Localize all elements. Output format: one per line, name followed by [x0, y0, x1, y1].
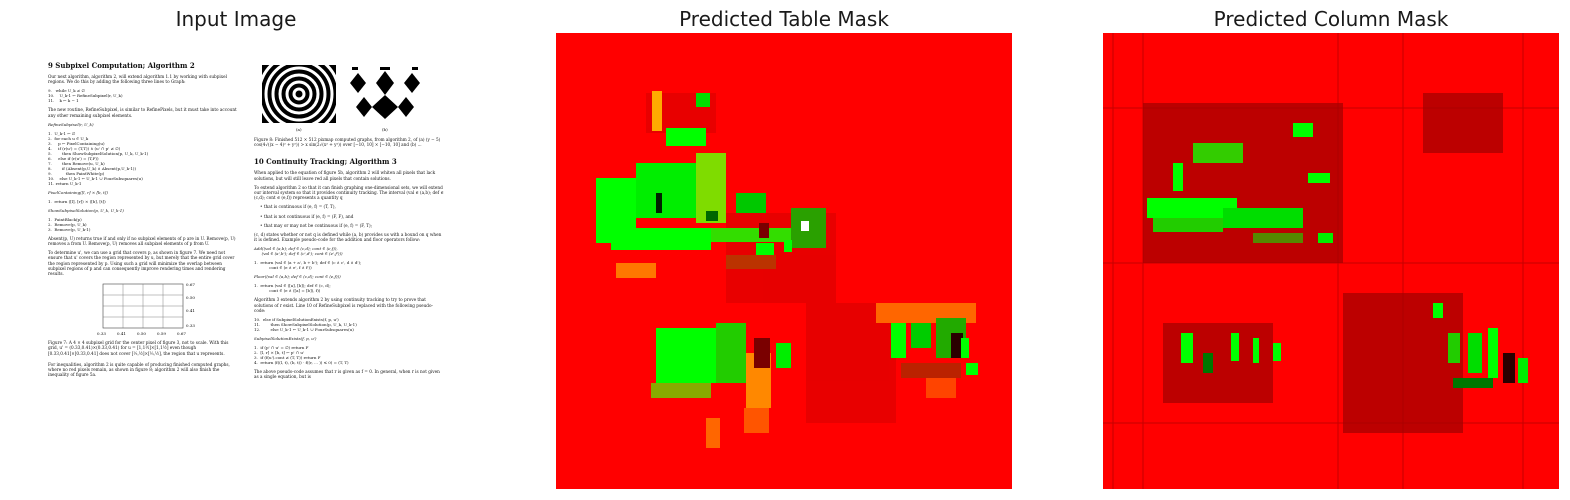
fig7-bottom-tick: 0.67: [177, 331, 186, 336]
section-9-paragraph-5: For inequalities, algorithm 2 is quite c…: [48, 361, 230, 378]
subpixel-solution-exists-header: SubpixelSolutionExists(f, p, u'): [254, 336, 317, 342]
bullet-text: that may or may not be continuous if (e,…: [263, 222, 373, 228]
show-subpixel-code: 1. PaintBlack(p) 2. Remove(p, U_k) 3. Re…: [48, 216, 91, 232]
section-9-code: 9. while U_k ≠ ∅ 10. U_k-1 ← RefineSubpi…: [48, 88, 123, 104]
show-subpixel-header: ShowSubpixelSolution(p, U_k, U_k-1): [48, 207, 124, 213]
figure-8b-label: (b): [382, 127, 388, 132]
fig7-right-tick: 0.67: [186, 282, 195, 287]
section-10-title: 10 Continuity Tracking; Algorithm 3: [254, 157, 397, 167]
refine-subpixel-header: RefineSubpixel(r, U_k): [48, 121, 94, 127]
pixel-containing-header: PixelContaining([l, r] × [b, t]): [48, 189, 108, 195]
fig7-bottom-tick: 0.50: [137, 331, 146, 336]
section-10-paragraph-2: To extend algorithm 2 so that it can fin…: [254, 184, 444, 201]
add-code: 1. return (val ∈ (a + a', b + b'); def ∈…: [254, 260, 362, 271]
bullet-item: • that is continuous if (e, f) = (T, T),: [260, 204, 336, 210]
section-9-intro: Our next algorithm, algorithm 2, will ex…: [48, 74, 227, 85]
table-region-right: [876, 303, 978, 398]
floor-header: Floor((val ∈ (a,b); def ∈ (c,d); cont ∈ …: [254, 274, 341, 280]
figure-8-caption: Figure 8: Finished 512 × 512 pixmap comp…: [254, 137, 441, 148]
left-column: 9 Subpixel Computation; Algorithm 2 Our …: [48, 61, 238, 381]
column-region-right: [1433, 303, 1528, 388]
column-mask-image: [1103, 33, 1559, 489]
section-10-paragraph-1: When applied to the equation of figure 5…: [254, 170, 436, 181]
figure-8-images: (a) (b): [262, 65, 422, 132]
column-region-lower: [1181, 333, 1281, 373]
fig7-bottom-tick: 0.41: [117, 331, 126, 336]
bullet-item: • that is not continuous if (e, f) = (F,…: [260, 213, 354, 219]
floor-code: 1. return (val ∈ ([a], [b]); def ∈ (c, d…: [254, 283, 331, 294]
add-header: Add((val ∈ (a,b); def ∈ (c,d); cont ∈ (e…: [254, 246, 343, 257]
figure-7-grid: 0.67 0.50 0.41 0.33 0.33 0.41 0.50 0.59 …: [97, 282, 195, 336]
right-column: (a) (b) Figure 8: Finished 512 × 512 pix…: [254, 63, 444, 383]
figure-8a-label: (a): [296, 127, 302, 132]
refine-subpixel-code: 1. U_k-1 ← ∅ 2. for each u ∈ U_k 3. p ← …: [48, 130, 149, 186]
bullet-item: • that may or may not be continuous if (…: [260, 222, 373, 228]
column-region-upper: [1147, 123, 1333, 243]
figure-7: 0.67 0.50 0.41 0.33 0.33 0.41 0.50 0.59 …: [48, 280, 238, 338]
table-mask-image: [556, 33, 1012, 489]
fig7-right-tick: 0.41: [186, 308, 195, 313]
fig7-bottom-tick: 0.59: [157, 331, 166, 336]
table-region-upper: [596, 91, 826, 278]
section-10-paragraph-4: Algorithm 3 extends algorithm 2 by using…: [254, 297, 433, 313]
section-9-title: 9 Subpixel Computation; Algorithm 2: [48, 61, 195, 70]
fig7-right-tick: 0.50: [186, 295, 195, 300]
panel-title-column-mask: Predicted Column Mask: [1213, 7, 1449, 31]
section-9-paragraph-2: The new routine, RefineSubpixel, is simi…: [48, 107, 237, 118]
bullet-text: that is continuous if (e, f) = (T, T),: [263, 204, 336, 210]
section-10-paragraph-3: (c, d) states whether or not q is define…: [254, 232, 442, 243]
algorithm-3-code: 10. else if SubpixelSolutionExists(f, p,…: [254, 317, 357, 333]
input-image: 9 Subpixel Computation; Algorithm 2 Our …: [8, 33, 464, 489]
section-9-paragraph-3: Absent(p, U) returns true if and only if…: [48, 235, 236, 247]
bullet-text: that is not continuous if (e, f) = (F, F…: [263, 213, 354, 219]
figure-7-caption: Figure 7: A 4 × 4 subpixel grid for the …: [48, 340, 229, 356]
column-mask-heatmap: [1103, 33, 1559, 489]
pixel-containing-code: 1. return ([l], [r]) × ([b], [t]): [48, 198, 106, 204]
panel-title-table-mask: Predicted Table Mask: [679, 7, 889, 31]
fig7-bottom-tick: 0.33: [97, 331, 106, 336]
panel-title-input: Input Image: [175, 7, 297, 31]
section-9-paragraph-4: To determine u', we can use a grid that …: [48, 250, 235, 277]
section-10-paragraph-5: The above pseudo-code assumes that r is …: [254, 369, 440, 380]
figure-8: (a) (b): [254, 63, 444, 135]
subpixel-solution-exists-code: 1. if (p' ∩ u' = ∅) return F 2. [l, r] ×…: [254, 345, 349, 366]
table-mask-heatmap: [596, 91, 978, 448]
fig7-right-tick: 0.33: [186, 323, 195, 328]
table-region-lower: [651, 323, 791, 448]
